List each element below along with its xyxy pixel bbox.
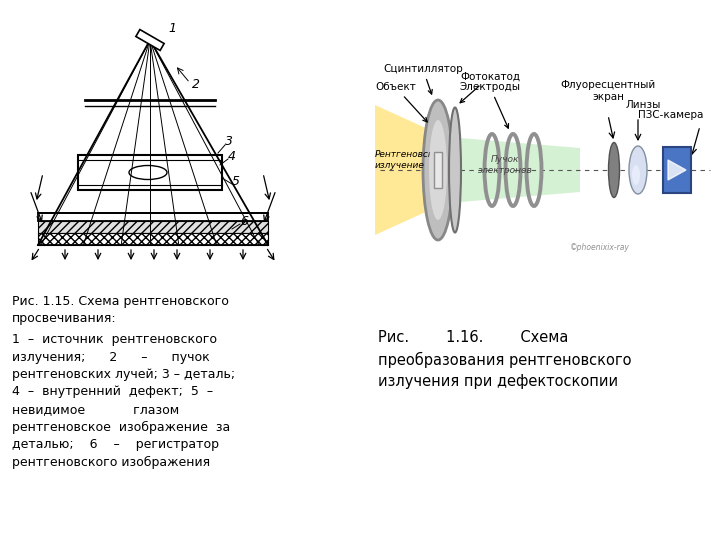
Text: Пучок
электронов: Пучок электронов	[477, 156, 532, 175]
Text: 2: 2	[192, 78, 200, 91]
Text: Рис. 1.15. Схема рентгеновского
просвечивания:: Рис. 1.15. Схема рентгеновского просвечи…	[12, 295, 229, 325]
Text: 1: 1	[168, 22, 176, 35]
Polygon shape	[38, 213, 268, 221]
Text: 6: 6	[240, 215, 248, 228]
Ellipse shape	[129, 165, 167, 179]
Polygon shape	[668, 160, 686, 180]
Ellipse shape	[632, 165, 640, 185]
Text: Объект: Объект	[375, 82, 427, 122]
Polygon shape	[136, 30, 164, 50]
Text: Сцинтиллятор: Сцинтиллятор	[383, 64, 463, 94]
Polygon shape	[78, 155, 222, 190]
Polygon shape	[460, 138, 580, 202]
Ellipse shape	[429, 120, 447, 220]
Text: Линзы: Линзы	[625, 100, 661, 110]
Text: Рентгеновское
излучение: Рентгеновское излучение	[375, 150, 445, 170]
Text: 4: 4	[228, 150, 236, 163]
Text: 1  –  источник  рентгеновского
излучения;      2      –      пучок
рентгеновских: 1 – источник рентгеновского излучения; 2…	[12, 333, 235, 469]
Text: Рис.        1.16.        Схема
преобразования рентгеновского
излучения при дефек: Рис. 1.16. Схема преобразования рентгено…	[378, 330, 631, 389]
Text: Флуоресцентный
экран: Флуоресцентный экран	[560, 79, 656, 102]
Ellipse shape	[423, 100, 453, 240]
Polygon shape	[38, 233, 268, 245]
Text: 5: 5	[232, 175, 240, 188]
Polygon shape	[38, 221, 268, 233]
Bar	[434, 152, 442, 188]
Ellipse shape	[608, 143, 619, 198]
Text: ©phoenixix-ray: ©phoenixix-ray	[570, 243, 630, 252]
Bar	[663, 147, 691, 193]
Text: Электроды: Электроды	[459, 82, 521, 128]
Ellipse shape	[629, 146, 647, 194]
Text: 3: 3	[225, 135, 233, 148]
Ellipse shape	[449, 107, 461, 233]
Text: Фотокатод: Фотокатод	[460, 71, 520, 103]
Polygon shape	[375, 105, 430, 235]
Text: ПЗС-камера: ПЗС-камера	[638, 110, 703, 120]
